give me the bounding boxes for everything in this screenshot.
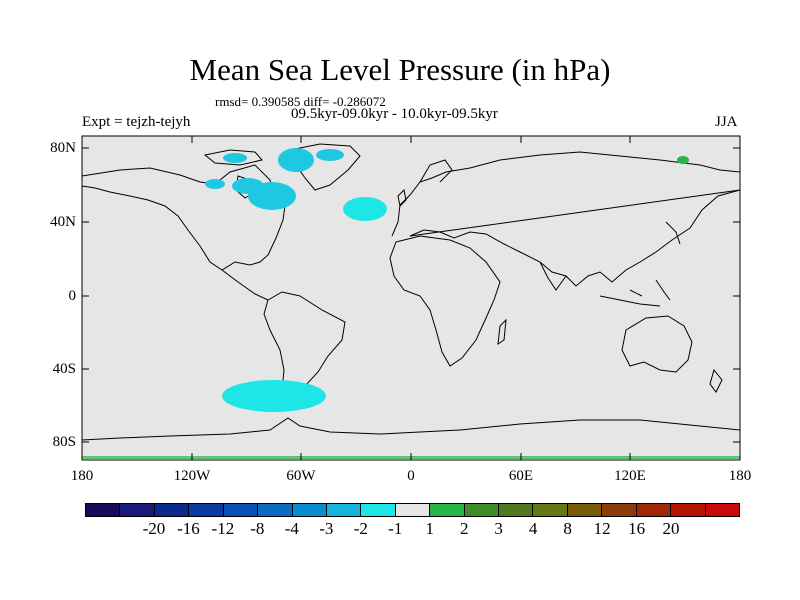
lon-label-0: 0 bbox=[407, 468, 415, 484]
experiment-label: Expt = tejzh-tejyh bbox=[82, 114, 191, 130]
patch-hudson bbox=[232, 178, 264, 194]
chart-title: Mean Sea Level Pressure (in hPa) bbox=[189, 52, 611, 87]
colorbar-cell bbox=[464, 504, 500, 516]
patch-siberia-green bbox=[677, 156, 689, 164]
period-line: 09.5kyr-09.0kyr - 10.0kyr-09.5kyr bbox=[291, 106, 498, 122]
colorbar-label: -1 bbox=[388, 519, 403, 538]
lon-label-120e: 120E bbox=[614, 468, 646, 484]
lat-label-80n: 80N bbox=[50, 140, 76, 156]
colorbar-label: -2 bbox=[353, 519, 368, 538]
coast-arctic-islands bbox=[203, 149, 263, 166]
colorbar-label: 3 bbox=[494, 519, 503, 538]
colorbar-label: 1 bbox=[425, 519, 434, 538]
colorbar-cell bbox=[602, 504, 637, 516]
coast-se-asia-islands bbox=[599, 279, 671, 307]
colorbar-cell bbox=[705, 504, 740, 516]
coastlines bbox=[81, 143, 741, 441]
colorbar-cell bbox=[86, 504, 121, 516]
colorbar-label: 2 bbox=[459, 519, 469, 538]
lat-ticks bbox=[82, 147, 740, 443]
coast-africa bbox=[389, 235, 501, 367]
colorbar-cell bbox=[361, 504, 396, 516]
colorbar bbox=[85, 503, 740, 517]
lat-label-40s: 40S bbox=[52, 361, 76, 377]
coast-scandinavia bbox=[419, 159, 453, 183]
colorbar-cell bbox=[395, 504, 431, 516]
patch-greenland-north bbox=[316, 149, 344, 161]
colorbar-cell bbox=[499, 504, 534, 516]
lon-ticks bbox=[81, 136, 741, 460]
patch-north-atlantic bbox=[343, 197, 387, 221]
colorbar-label: -4 bbox=[284, 519, 299, 538]
coast-uk bbox=[397, 188, 407, 208]
lon-label-180w: 180 bbox=[70, 468, 94, 484]
colorbar-cell bbox=[636, 504, 672, 516]
lat-label-0: 0 bbox=[68, 288, 77, 304]
colorbar-label: 4 bbox=[528, 519, 538, 538]
colorbar-label: 16 bbox=[628, 519, 646, 538]
lon-label-60e: 60E bbox=[508, 468, 534, 484]
season-label: JJA bbox=[715, 114, 738, 130]
colorbar-cell bbox=[430, 504, 465, 516]
colorbar-label: 20 bbox=[662, 519, 680, 538]
colorbar-label: 8 bbox=[563, 519, 572, 538]
colorbar-cell bbox=[292, 504, 327, 516]
colorbar-cell bbox=[154, 504, 190, 516]
colorbar-label: -8 bbox=[250, 519, 265, 538]
patch-greenland-east bbox=[278, 148, 314, 172]
colorbar-cell bbox=[533, 504, 568, 516]
colorbar-cell bbox=[326, 504, 362, 516]
patch-canada-west bbox=[205, 179, 225, 189]
stats-line: rmsd= 0.390585 diff= -0.286072 bbox=[215, 94, 386, 109]
colorbar-label: -3 bbox=[319, 519, 334, 538]
lon-label-180e: 180 bbox=[728, 468, 752, 484]
coast-australia bbox=[621, 315, 693, 373]
colorbar-cell bbox=[223, 504, 259, 516]
patch-arctic-islands bbox=[223, 153, 247, 163]
colorbar-cell bbox=[567, 504, 603, 516]
coast-india bbox=[539, 261, 567, 291]
colorbar-cell bbox=[671, 504, 706, 516]
colorbar-label: -16 bbox=[177, 519, 200, 538]
map-frame bbox=[81, 135, 741, 461]
colorbar-label: -12 bbox=[211, 519, 235, 538]
lat-label-40n: 40N bbox=[50, 214, 76, 230]
coast-central-america bbox=[221, 269, 269, 301]
patch-drake-passage bbox=[222, 380, 326, 412]
lon-label-60w: 60W bbox=[286, 468, 316, 484]
coast-antarctica bbox=[81, 417, 741, 441]
colorbar-cell bbox=[120, 504, 155, 516]
colorbar-label: 12 bbox=[593, 519, 611, 538]
coast-madagascar bbox=[497, 318, 507, 346]
coast-new-zealand bbox=[709, 368, 723, 393]
coast-japan bbox=[665, 221, 681, 245]
colorbar-cell bbox=[258, 504, 293, 516]
lat-label-80s: 80S bbox=[52, 434, 76, 450]
colorbar-label: -20 bbox=[142, 519, 166, 538]
colorbar-cell bbox=[189, 504, 224, 516]
lon-label-120w: 120W bbox=[173, 468, 211, 484]
